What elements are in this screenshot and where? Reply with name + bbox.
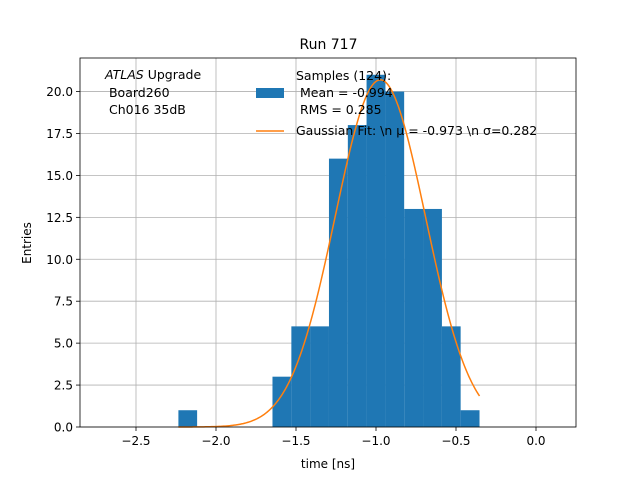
y-tick-label: 7.5	[54, 295, 73, 309]
plot-frame	[79, 57, 577, 428]
annotation-upgrade: Upgrade	[144, 67, 202, 82]
chart-title: Run 717	[299, 37, 357, 53]
y-tick-label: 2.5	[54, 379, 73, 393]
x-tick-label: −2.5	[121, 434, 150, 448]
y-tick-label: 15.0	[46, 169, 73, 183]
histogram-bar	[310, 326, 329, 427]
y-tick-label: 20.0	[46, 85, 73, 99]
legend-histogram-patch	[256, 88, 284, 98]
x-tick-label: −1.5	[281, 434, 310, 448]
histogram-bar	[178, 410, 198, 427]
grid-lines	[80, 58, 576, 428]
y-tick-label: 12.5	[46, 211, 73, 225]
annotation-line-1: ATLAS Upgrade	[104, 67, 201, 82]
annotation-atlas-italic: ATLAS	[104, 67, 144, 82]
histogram-bar	[423, 208, 442, 427]
annotation-atlas: ATLAS Upgrade Board260 Ch016 35dB	[104, 67, 201, 117]
x-axis-label: time [ns]	[301, 457, 355, 471]
x-tick-label: −1.0	[361, 434, 390, 448]
histogram-bar	[291, 326, 311, 427]
annotation-line-2: Board260	[105, 85, 170, 100]
histogram-bars	[178, 74, 480, 428]
x-tick-label: −0.5	[441, 434, 470, 448]
gaussian-fit-line	[178, 79, 481, 428]
histogram-bar	[366, 74, 386, 427]
y-axis-ticks: 0.0 2.5 5.0 7.5 10.0 12.5 15.0 17.5 20.0	[46, 85, 80, 435]
legend: Samples (124): Mean = -0.994 RMS = 0.285…	[256, 68, 537, 138]
legend-samples-line-3: RMS = 0.285	[296, 102, 382, 117]
x-tick-label: −2.0	[201, 434, 230, 448]
y-tick-label: 5.0	[54, 337, 73, 351]
x-tick-label: 0.0	[526, 434, 545, 448]
y-axis-label: Entries	[20, 222, 34, 264]
histogram-bar	[385, 91, 405, 427]
histogram-bar	[460, 410, 480, 427]
y-tick-label: 0.0	[54, 421, 73, 435]
y-tick-label: 17.5	[46, 127, 73, 141]
plot-area	[79, 57, 577, 428]
x-axis-ticks: −2.5 −2.0 −1.5 −1.0 −0.5 0.0	[121, 427, 546, 448]
annotation-line-3: Ch016 35dB	[105, 102, 186, 117]
histogram-bar	[404, 208, 424, 427]
histogram-bar	[441, 326, 461, 427]
histogram-bar	[272, 376, 292, 427]
y-tick-label: 10.0	[46, 253, 73, 267]
legend-samples-line-2: Mean = -0.994	[296, 85, 393, 100]
legend-gaussian-label: Gaussian Fit: \n μ = -0.973 \n σ=0.282	[296, 123, 537, 138]
histogram-bar	[347, 125, 367, 427]
legend-samples-line-1: Samples (124):	[296, 68, 391, 83]
